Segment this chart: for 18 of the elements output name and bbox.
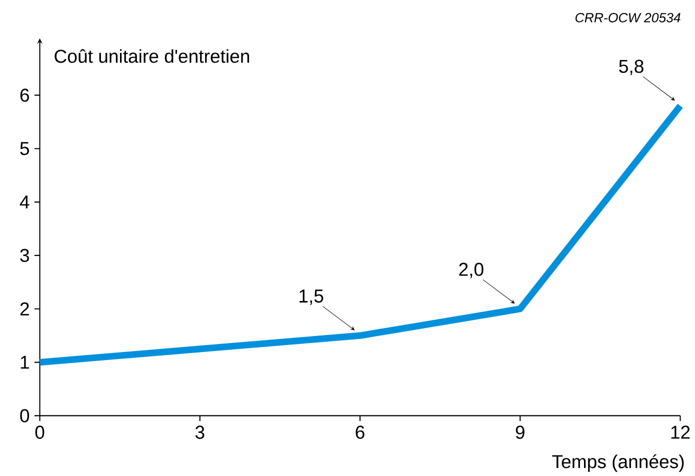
y-tick-label: 3 — [20, 248, 29, 262]
x-tick-label: 3 — [195, 426, 204, 439]
x-axis-title: Temps (années) — [552, 454, 684, 472]
x-tick-label: 6 — [356, 426, 364, 439]
y-tick-label: 1 — [20, 356, 29, 369]
x-tick-label: 9 — [516, 426, 524, 439]
annotation: 2,0 — [459, 262, 484, 278]
x-tick-label: 0 — [35, 426, 44, 439]
y-tick-label: 4 — [20, 196, 30, 208]
annotation: 1,5 — [300, 290, 324, 305]
y-tick-label: 5 — [20, 142, 30, 155]
y-tick-label: 6 — [20, 88, 29, 102]
text: CRR-OCW 20534 — [576, 12, 680, 22]
y-tick-label: 0 — [20, 408, 30, 422]
y-tick-label: 2 — [20, 302, 29, 316]
x-tick-label: 12 — [671, 426, 690, 439]
y-axis-title: Coût unitaire d'entretien — [54, 49, 250, 63]
annotation: 5,8 — [619, 60, 644, 75]
